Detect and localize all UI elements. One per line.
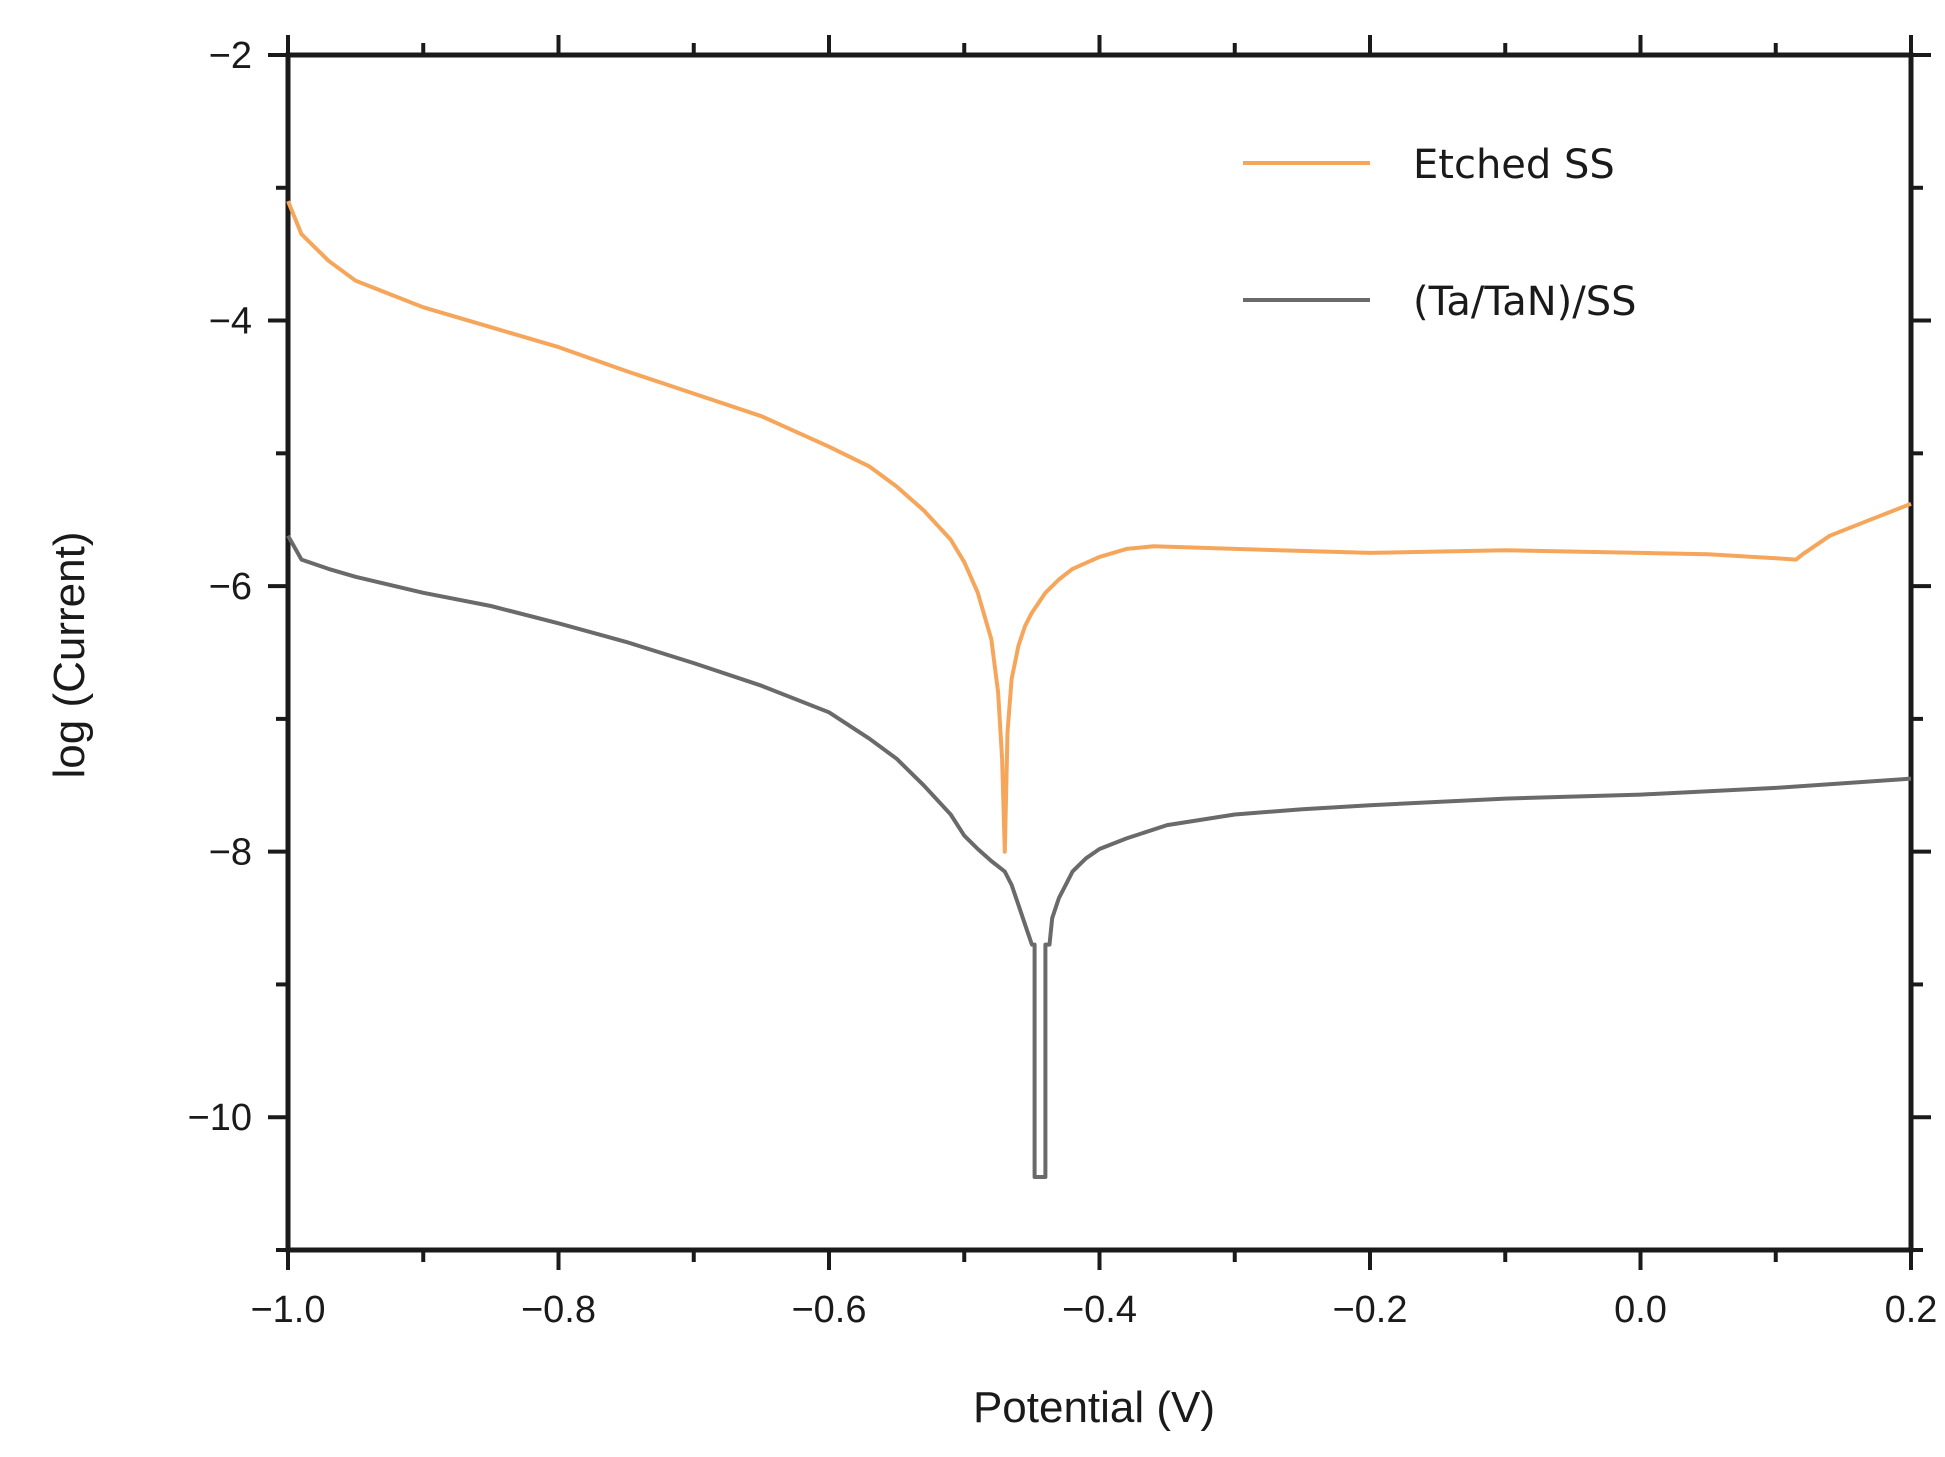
y-axis-title: log (Current) <box>45 532 94 779</box>
plot-frame <box>285 52 1914 1253</box>
y-tick-label: −6 <box>209 566 252 608</box>
legend: Etched SS (Ta/TaN)/SS <box>1243 142 1637 325</box>
x-tick-label: 0.2 <box>1885 1289 1938 1331</box>
x-tick-label: −0.8 <box>521 1289 596 1331</box>
x-tick-label: −0.6 <box>791 1289 866 1331</box>
y-tick-label: −10 <box>188 1097 252 1139</box>
plot-area: −1.0 −0.8 −0.6 −0.4 −0.2 0.0 0.2 −2 −4 −6 −8 −10 <box>188 35 1937 1331</box>
x-axis-ticks: −1.0 −0.8 −0.6 −0.4 −0.2 0.0 0.2 <box>250 35 1937 1331</box>
x-tick-label: 0.0 <box>1614 1289 1667 1331</box>
x-tick-label: −0.4 <box>1062 1289 1137 1331</box>
x-tick-label: −0.2 <box>1332 1289 1407 1331</box>
legend-label-etched-ss: Etched SS <box>1413 142 1615 188</box>
x-axis-title: Potential (V) <box>973 1383 1215 1432</box>
y-tick-label: −8 <box>209 832 252 874</box>
y-tick-label: −4 <box>209 301 252 343</box>
series-line-0 <box>286 200 1912 854</box>
y-tick-label: −2 <box>209 35 252 77</box>
series-line-1 <box>286 534 1912 1179</box>
y-axis-ticks: −2 −4 −6 −8 −10 <box>188 35 1931 1252</box>
legend-label-ta-tan-ss: (Ta/TaN)/SS <box>1413 279 1637 325</box>
x-tick-label: −1.0 <box>250 1289 325 1331</box>
series-layer <box>286 200 1912 1179</box>
